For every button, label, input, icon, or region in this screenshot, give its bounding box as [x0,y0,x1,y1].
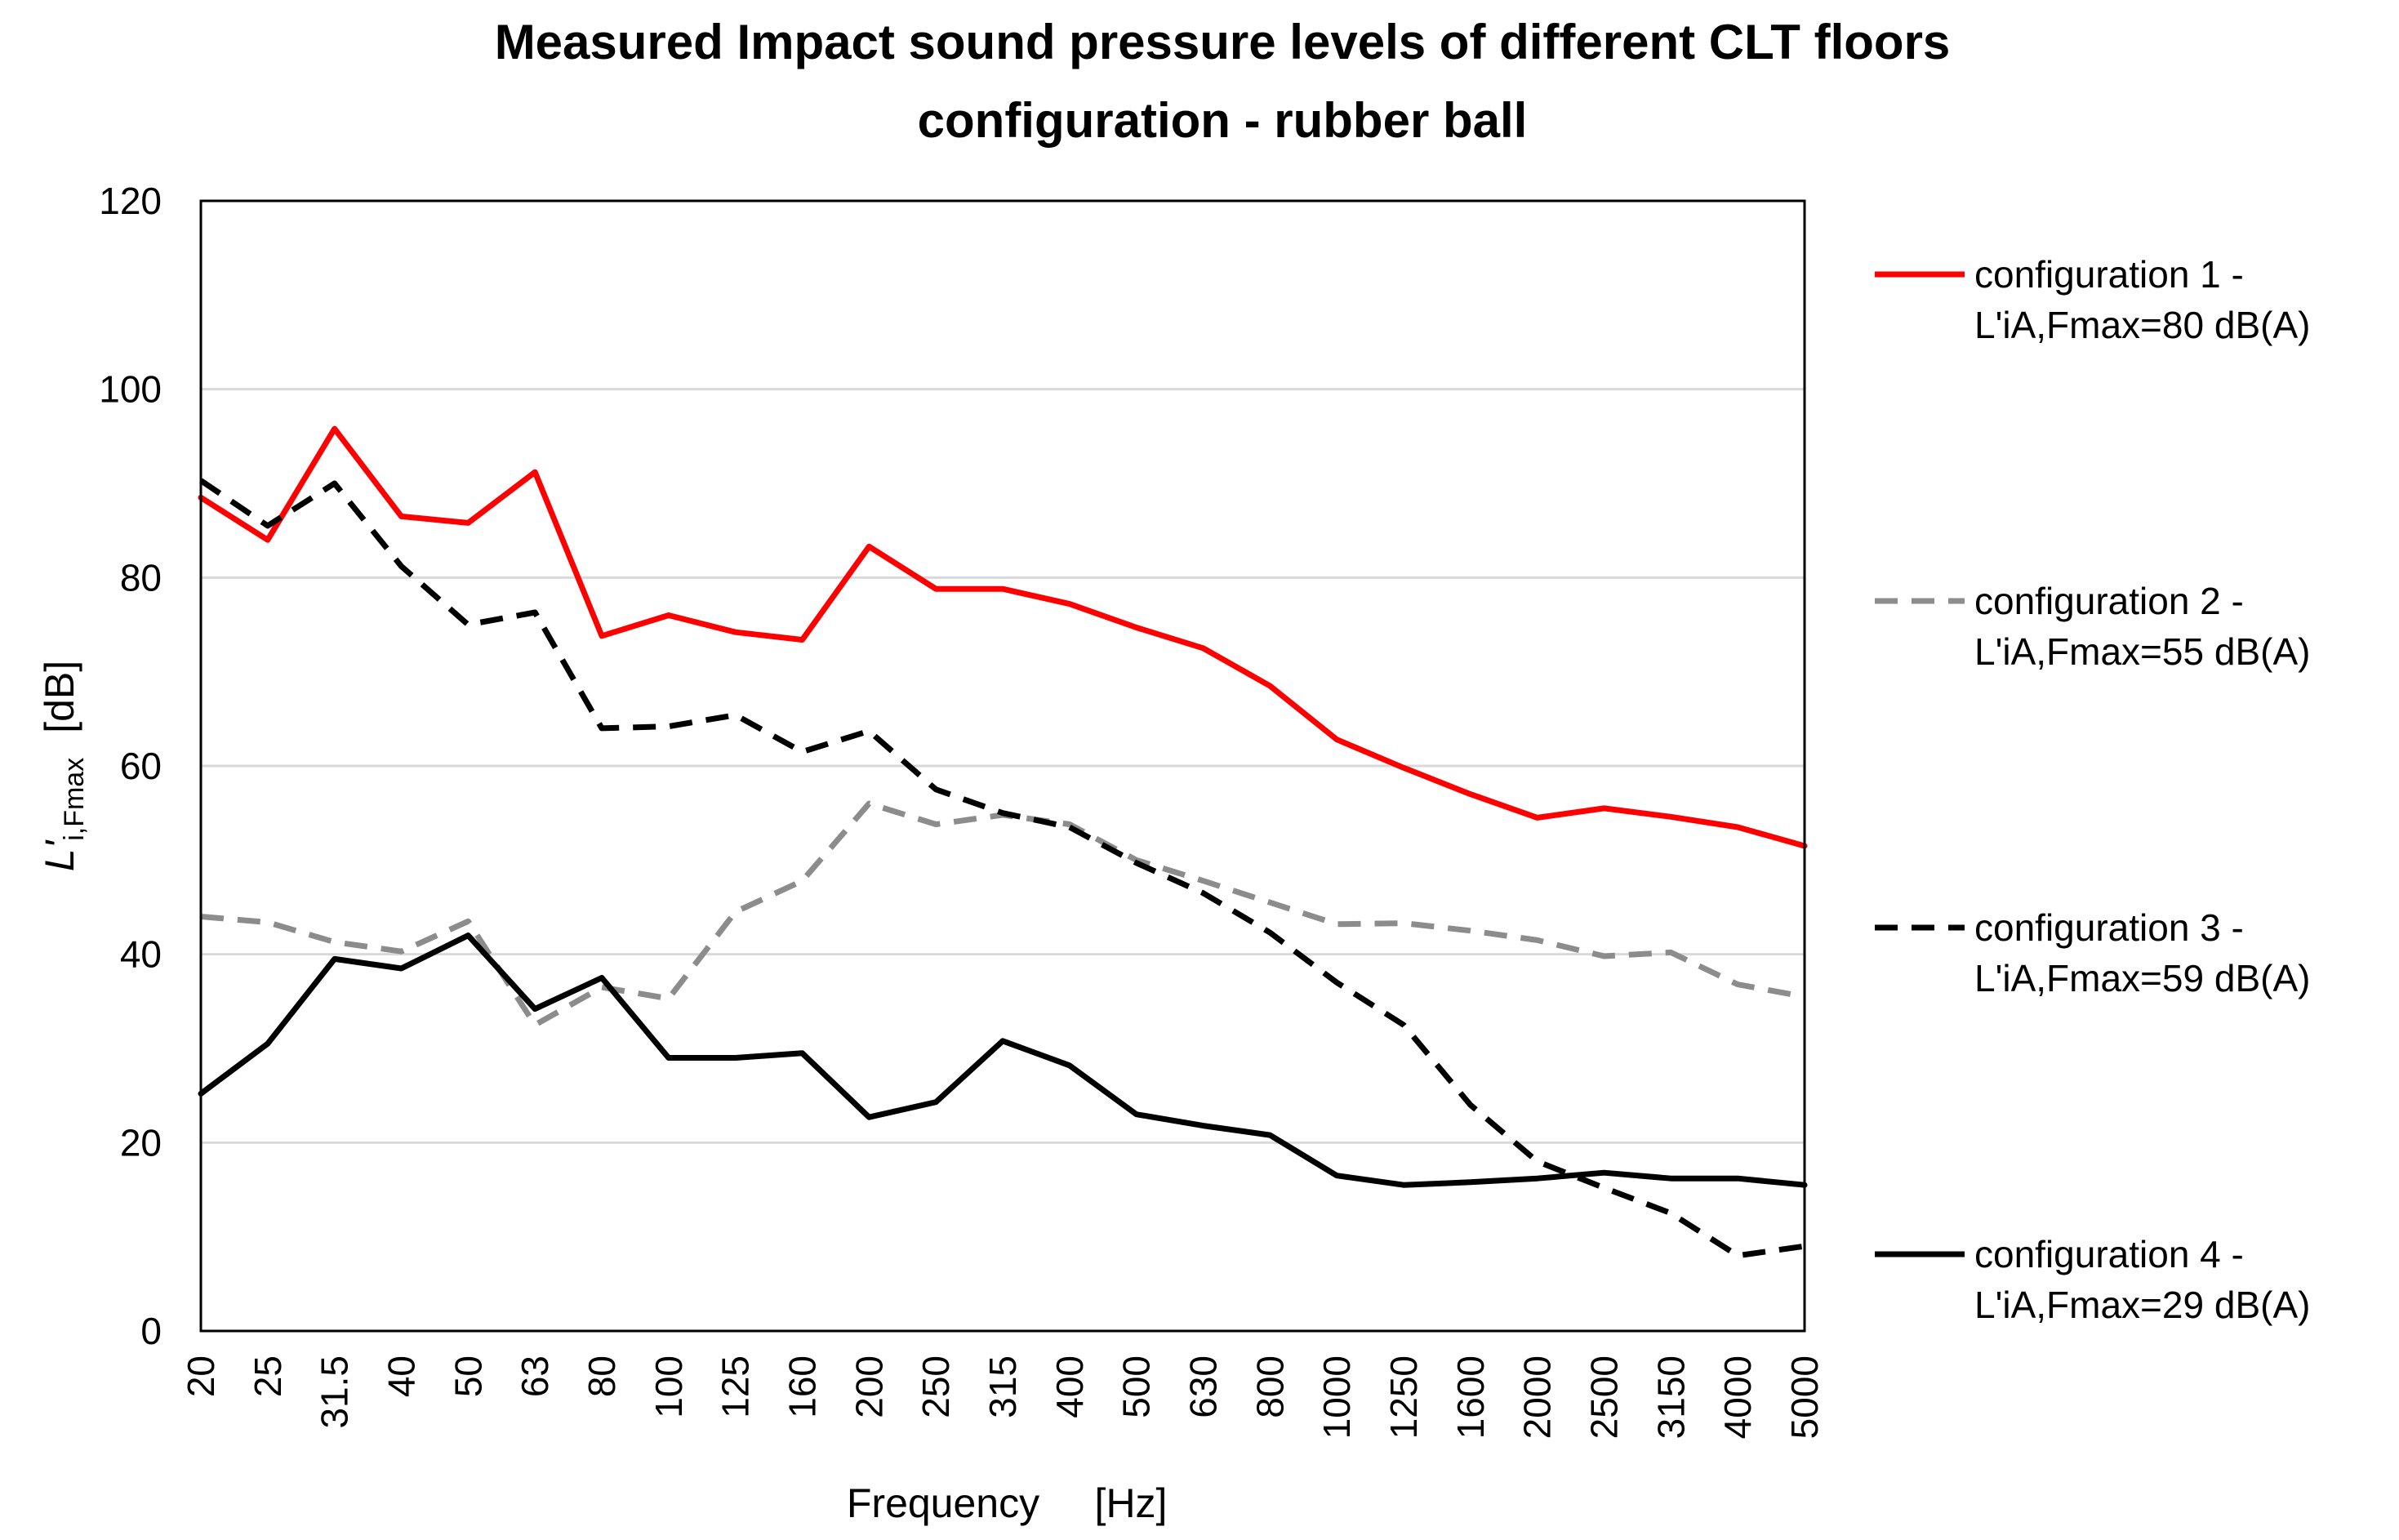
x-tick-label: 1000 [1315,1355,1358,1439]
y-tick-label: 100 [99,368,162,411]
x-tick-label: 63 [514,1355,556,1397]
y-axis-label: L'i,Fmax [dB] [37,661,90,871]
series-lines [198,425,1808,1259]
x-tick-label: 630 [1182,1355,1225,1418]
x-tick-label: 40 [381,1355,423,1397]
x-tick-label: 125 [714,1355,757,1418]
legend: configuration 1 - L'iA,Fmax=80 dB(A) confi… [1875,253,2310,1326]
series-line-configuration-1 [198,425,1808,849]
x-tick-label: 2500 [1583,1355,1626,1439]
series-line-configuration-4 [198,932,1808,1188]
x-tick-label: 1250 [1382,1355,1425,1439]
x-tick-label: 315 [981,1355,1024,1418]
x-tick-label: 160 [781,1355,824,1418]
x-tick-label: 20 [180,1355,222,1397]
y-tick-label: 80 [120,556,162,599]
x-tick-label: 5000 [1783,1355,1826,1439]
x-tick-label: 3150 [1649,1355,1692,1439]
y-axis-label-symbol: L' [37,839,82,871]
x-axis-unit: [Hz] [1095,1480,1168,1526]
x-axis-tick-labels: 20 25 31.5 40 50 63 80 100 125 160 200 250 315 400 500… [180,1355,1826,1439]
x-axis-label: Frequency [847,1480,1039,1526]
legend-detail-configuration-2: L'iA,Fmax=55 dB(A) [1974,630,2310,673]
x-tick-label: 100 [648,1355,690,1418]
x-tick-label: 25 [247,1355,289,1397]
x-tick-label: 50 [447,1355,489,1397]
x-tick-label: 2000 [1516,1355,1559,1439]
x-tick-label: 250 [915,1355,957,1418]
y-tick-label: 40 [120,933,162,976]
legend-label-configuration-3: configuration 3 - [1974,906,2244,949]
x-tick-label: 500 [1115,1355,1158,1418]
chart-title-line-1: Measured Impact sound pressure levels of… [495,15,1951,69]
y-tick-label: 20 [120,1121,162,1164]
legend-label-configuration-4: configuration 4 - [1974,1233,2244,1275]
legend-label-configuration-2: configuration 2 - [1974,580,2244,622]
x-tick-label: 200 [848,1355,890,1418]
y-tick-label: 60 [120,745,162,787]
series-line-configuration-3 [199,478,1805,1259]
y-tick-label: 0 [140,1310,162,1352]
x-tick-label: 800 [1248,1355,1291,1418]
plot-area-border [199,199,1806,1333]
x-tick-label: 80 [581,1355,623,1397]
x-tick-label: 1600 [1449,1355,1492,1439]
y-tick-label: 120 [99,180,162,222]
gridlines [201,388,1805,1144]
y-axis-label-subscript: i,Fmax [59,758,90,841]
y-axis-label-unit: [dB] [37,661,82,733]
legend-detail-configuration-1: L'iA,Fmax=80 dB(A) [1974,304,2310,346]
x-tick-label: 4000 [1716,1355,1759,1439]
y-axis-tick-labels: 0 20 40 60 80 100 120 [99,180,162,1352]
legend-detail-configuration-3: L'iA,Fmax=59 dB(A) [1974,957,2310,999]
chart-title-line-2: configuration - rubber ball [918,93,1528,148]
legend-detail-configuration-4: L'iA,Fmax=29 dB(A) [1974,1284,2310,1326]
x-tick-label: 31.5 [314,1355,356,1429]
x-tick-label: 400 [1048,1355,1091,1418]
legend-label-configuration-1: configuration 1 - [1974,253,2244,296]
